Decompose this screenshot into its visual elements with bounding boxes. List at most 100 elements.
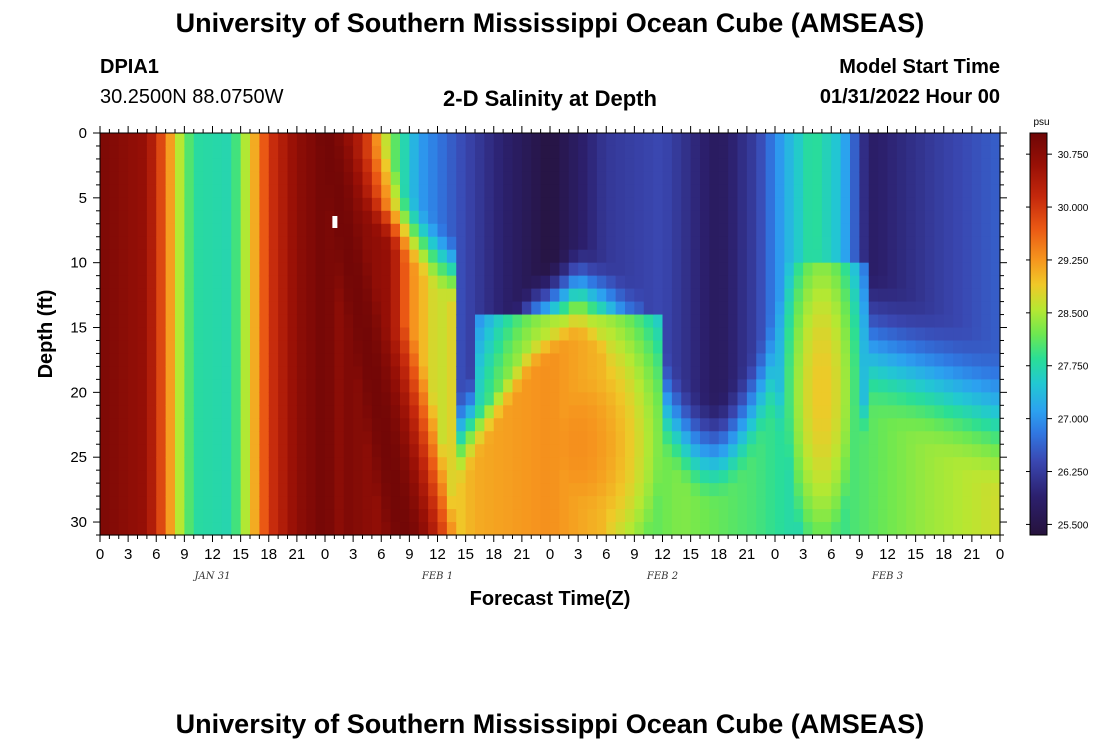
heatmap-cell (221, 223, 232, 238)
heatmap-cell (915, 171, 926, 186)
heatmap-cell (428, 327, 439, 342)
heatmap-cell (400, 145, 410, 160)
heatmap-cell (118, 133, 129, 147)
heatmap-cell (925, 444, 935, 458)
heatmap-cell (231, 158, 242, 173)
heatmap-cell (831, 275, 842, 290)
heatmap-cell (540, 522, 551, 536)
heatmap-cell (775, 223, 785, 238)
heatmap-cell (587, 236, 598, 251)
heatmap-cell (521, 418, 532, 432)
heatmap-cell (503, 496, 514, 510)
heatmap-cell (193, 340, 204, 355)
heatmap-cell (606, 431, 617, 445)
heatmap-cell (146, 405, 157, 419)
heatmap-cell (981, 197, 992, 212)
heatmap-cell (146, 496, 157, 510)
heatmap-cell (146, 223, 157, 238)
heatmap-cell (559, 496, 570, 510)
heatmap-cell (737, 522, 748, 536)
heatmap-cell (484, 327, 495, 342)
heatmap-cell (756, 171, 767, 186)
x-tick-label: 12 (429, 546, 446, 563)
heatmap-cell (400, 379, 410, 393)
heatmap-cell (231, 327, 242, 342)
heatmap-cell (596, 145, 607, 160)
heatmap-cell (746, 210, 757, 225)
heatmap-cell (325, 418, 335, 432)
heatmap-cell (728, 366, 739, 380)
heatmap-cell (268, 145, 279, 160)
heatmap-cell (728, 236, 739, 251)
heatmap-cell (868, 418, 879, 432)
heatmap-cell (718, 275, 729, 290)
heatmap-cell (962, 171, 973, 186)
heatmap-cell (962, 353, 973, 368)
heatmap-cell (146, 340, 157, 355)
heatmap-cell (559, 340, 570, 355)
heatmap-cell (596, 509, 607, 523)
heatmap-cell (231, 483, 242, 497)
heatmap-cell (709, 509, 720, 523)
heatmap-cell (662, 301, 673, 316)
heatmap-cell (325, 522, 335, 536)
heatmap-cell (596, 301, 607, 316)
x-tick-label: 21 (739, 546, 756, 563)
heatmap-cell (662, 405, 673, 419)
heatmap-cell (784, 522, 795, 536)
heatmap-cell (484, 457, 495, 471)
heatmap-cell (296, 210, 307, 225)
heatmap-cell (887, 262, 898, 277)
heatmap-cell (662, 210, 673, 225)
heatmap-cell (184, 392, 195, 406)
heatmap-cell (746, 496, 757, 510)
heatmap-cell (193, 288, 204, 303)
heatmap-cell (746, 171, 757, 186)
heatmap-cell (990, 184, 1001, 199)
heatmap-cell (390, 301, 401, 316)
heatmap-cell (662, 340, 673, 355)
heatmap-cell (775, 431, 785, 445)
heatmap-cell (146, 444, 157, 458)
heatmap-cell (118, 197, 129, 212)
heatmap-cell (962, 288, 973, 303)
heatmap-cell (831, 145, 842, 160)
heatmap-cell (690, 158, 701, 173)
heatmap-cell (268, 353, 279, 368)
heatmap-cell (615, 392, 626, 406)
heatmap-cell (915, 327, 926, 342)
heatmap-cell (437, 158, 448, 173)
heatmap-cell (615, 405, 626, 419)
heatmap-cell (343, 262, 354, 277)
heatmap-cell (803, 418, 814, 432)
heatmap-cell (475, 353, 485, 368)
heatmap-cell (268, 340, 279, 355)
x-tick-label: 9 (630, 546, 638, 563)
heatmap-cell (906, 275, 917, 290)
heatmap-cell (662, 275, 673, 290)
heatmap-cell (521, 158, 532, 173)
heatmap-cell (821, 496, 832, 510)
heatmap-cell (259, 483, 270, 497)
heatmap-cell (756, 210, 767, 225)
heatmap-cell (700, 353, 710, 368)
heatmap-cell (793, 197, 804, 212)
heatmap-cell (737, 249, 748, 264)
heatmap-cell (934, 405, 945, 419)
heatmap-cell (118, 236, 129, 251)
heatmap-cell (540, 223, 551, 238)
heatmap-cell (137, 171, 148, 186)
heatmap-cell (221, 236, 232, 251)
heatmap-cell (287, 340, 298, 355)
heatmap-cell (812, 340, 823, 355)
heatmap-cell (315, 418, 326, 432)
heatmap-cell (221, 470, 232, 484)
heatmap-cell (812, 405, 823, 419)
heatmap-cell (812, 171, 823, 186)
heatmap-cell (306, 133, 317, 147)
heatmap-cell (953, 457, 964, 471)
heatmap-cell (943, 353, 954, 368)
heatmap-cell (493, 392, 504, 406)
heatmap-cell (578, 197, 589, 212)
heatmap-cell (315, 327, 326, 342)
